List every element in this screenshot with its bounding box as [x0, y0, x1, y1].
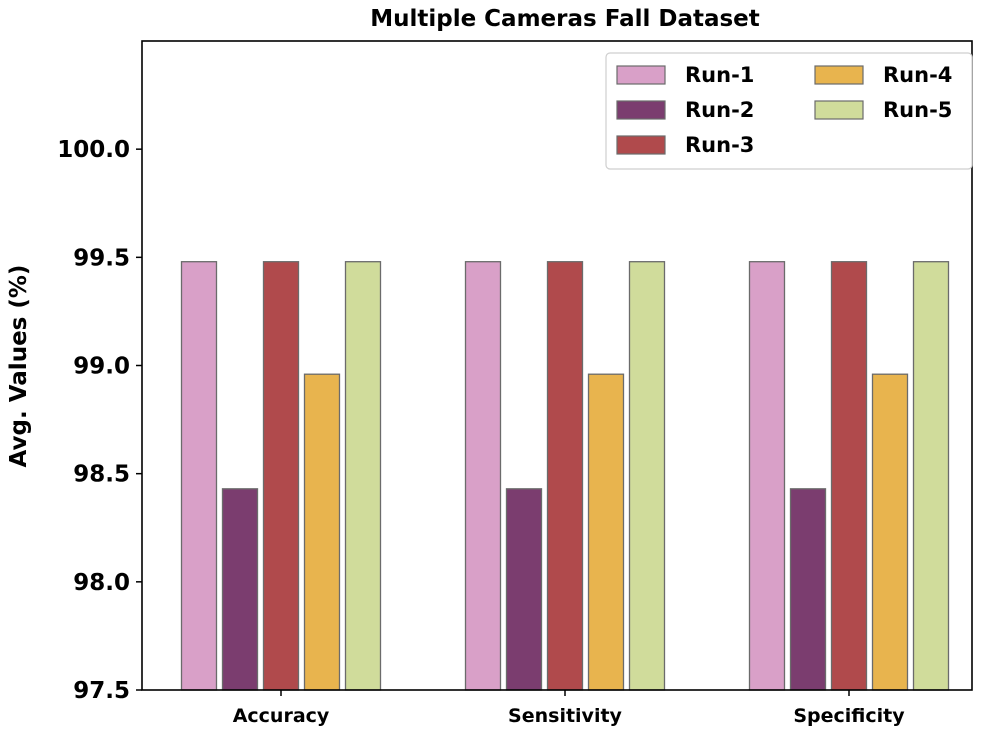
bar-run-1-specificity [748, 261, 786, 691]
legend-box [605, 52, 973, 170]
legend-item-run-4: Run-4 [814, 63, 952, 87]
bar-run-2-specificity [789, 488, 827, 691]
bar-run-3-specificity [830, 261, 868, 691]
legend-label: Run-5 [883, 98, 952, 122]
legend-item-run-1: Run-1 [616, 63, 754, 87]
legend-item-run-5: Run-5 [814, 98, 952, 122]
y-tick-label: 100.0 [57, 137, 130, 163]
legend-label: Run-4 [883, 63, 952, 87]
x-tick-label-accuracy: Accuracy [233, 705, 330, 727]
legend-item-run-2: Run-2 [616, 98, 754, 122]
y-tick-label: 99.0 [73, 354, 130, 380]
bar-run-5-specificity [912, 261, 950, 691]
y-axis-label: Avg. Values (%) [6, 265, 32, 468]
legend-label: Run-2 [685, 98, 754, 122]
y-tick-label: 98.5 [73, 462, 130, 488]
y-tick-label: 97.5 [73, 678, 130, 704]
bar-run-3-sensitivity [546, 261, 584, 691]
legend-label: Run-3 [685, 133, 754, 157]
y-tick-label: 98.0 [73, 570, 130, 596]
legend-swatch [616, 135, 666, 155]
bar-run-1-accuracy [180, 261, 218, 691]
y-tick-label: 99.5 [73, 245, 130, 271]
bar-run-4-specificity [871, 373, 909, 691]
bar-run-1-sensitivity [464, 261, 502, 691]
bar-run-4-sensitivity [587, 373, 625, 691]
bar-run-2-accuracy [221, 488, 259, 691]
x-tick-label-sensitivity: Sensitivity [508, 705, 622, 727]
bar-run-5-sensitivity [628, 261, 666, 691]
bar-run-3-accuracy [262, 261, 300, 691]
legend-swatch [616, 65, 666, 85]
x-tick-label-specificity: Specificity [793, 705, 905, 727]
bar-run-4-accuracy [303, 373, 341, 691]
legend: Run-1 Run-2 Run-3 Run-4 Run-5 [605, 52, 973, 170]
plot-area: 97.5 98.0 98.5 99.0 99.5 100.0 Accuracy Sensiti… [57, 40, 973, 727]
legend-label: Run-1 [685, 63, 754, 87]
legend-swatch [616, 100, 666, 120]
legend-swatch [814, 65, 864, 85]
legend-item-run-3: Run-3 [616, 133, 754, 157]
chart-title: Multiple Cameras Fall Dataset [370, 6, 760, 32]
bar-run-2-sensitivity [505, 488, 543, 691]
bar-run-5-accuracy [344, 261, 382, 691]
legend-swatch [814, 100, 864, 120]
